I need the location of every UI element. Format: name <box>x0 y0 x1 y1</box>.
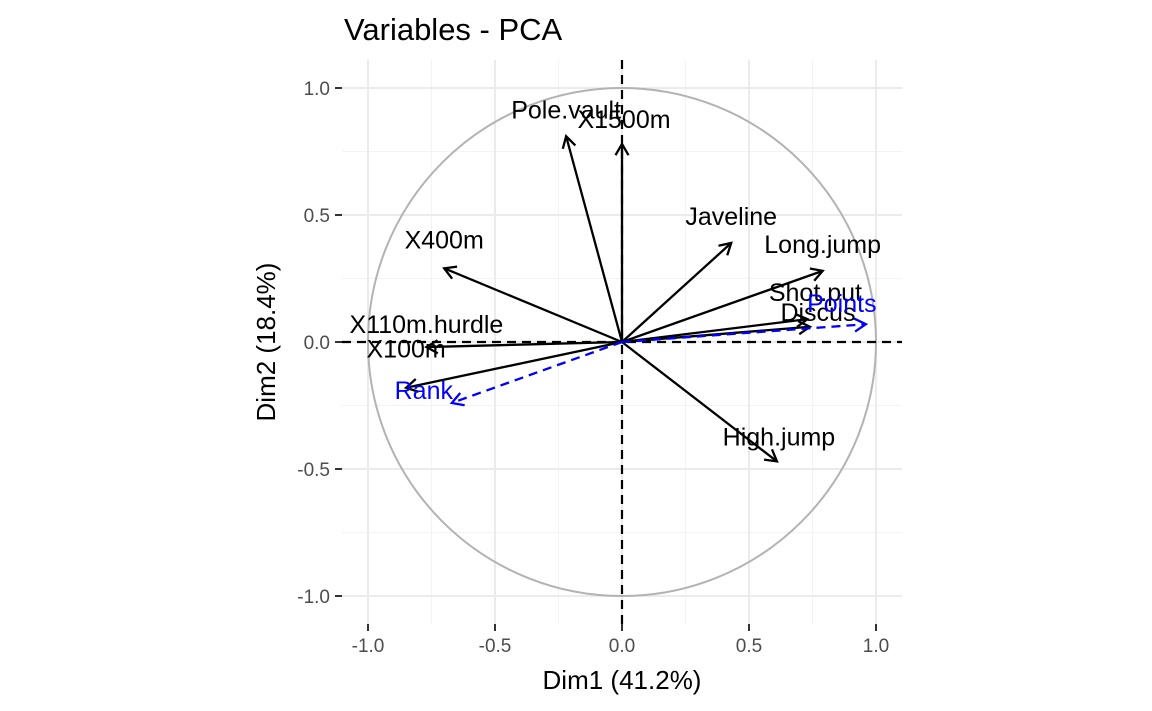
label-rank: Rank <box>395 377 454 405</box>
label-discus: Discus <box>780 299 855 327</box>
y-tick-label: 0.5 <box>304 206 330 227</box>
arrow-pole-vault <box>565 135 624 343</box>
arrowhead-x400m <box>442 265 458 280</box>
y-axis-title: Dim2 (18.4%) <box>251 263 281 422</box>
axis-ticks: -1.0 -0.5 0.0 0.5 1.0 -1.0 -0.5 0.0 0.5 1.0 <box>297 79 889 657</box>
arrowhead-x110m-hurdle <box>424 339 439 355</box>
label-x400m: X400m <box>405 226 484 254</box>
arrowhead-pole-vault <box>561 134 577 150</box>
y-tick-label: 0.0 <box>304 333 330 354</box>
x-tick-label: 0.5 <box>736 636 762 657</box>
variable-arrows <box>403 134 869 463</box>
arrow-javeline <box>621 242 732 343</box>
label-long-jump: Long.jump <box>764 231 881 259</box>
arrowhead-x1500m <box>614 141 630 156</box>
chart-title: Variables - PCA <box>344 12 563 47</box>
y-tick-label: 1.0 <box>304 79 330 100</box>
x-tick-label: -0.5 <box>479 636 512 657</box>
label-shot-put: Shot.put <box>769 279 862 307</box>
label-points: Points <box>807 290 876 318</box>
x-tick-label: 0.0 <box>609 636 635 657</box>
label-high-jump: High.jump <box>723 423 836 451</box>
variable-labels: X100m Long.jump Shot.put High.jump X400m X110… <box>350 96 882 451</box>
x-tick-label: -1.0 <box>352 636 385 657</box>
x-tick-label: 1.0 <box>863 636 889 657</box>
arrow-long-jump <box>621 269 824 344</box>
label-x1500m: X1500m <box>577 106 670 134</box>
arrowhead-points <box>853 317 869 333</box>
label-x100m: X100m <box>366 336 445 364</box>
arrowhead-discus <box>797 320 813 336</box>
arrowhead-x100m <box>403 378 419 393</box>
arrowhead-shot-put <box>795 313 810 328</box>
arrow-rank <box>451 340 623 405</box>
label-javeline: Javeline <box>685 203 777 231</box>
arrow-shot-put <box>621 317 808 344</box>
arrow-x400m <box>443 267 623 344</box>
arrowhead-javeline <box>718 241 733 256</box>
arrow-high-jump <box>621 341 778 463</box>
arrow-x110m-hurdle <box>426 340 623 349</box>
arrowhead-high-jump <box>763 448 779 463</box>
label-x110m-hurdle: X110m.hurdle <box>350 311 504 339</box>
y-tick-label: -1.0 <box>297 587 330 608</box>
arrowhead-rank <box>449 392 465 407</box>
x-axis-title: Dim1 (41.2%) <box>543 665 702 695</box>
label-pole-vault: Pole.vault <box>511 96 621 124</box>
arrowhead-long-jump <box>809 267 825 282</box>
arrow-x100m <box>405 340 623 389</box>
arrow-points <box>621 323 866 344</box>
y-tick-label: -0.5 <box>297 460 330 481</box>
